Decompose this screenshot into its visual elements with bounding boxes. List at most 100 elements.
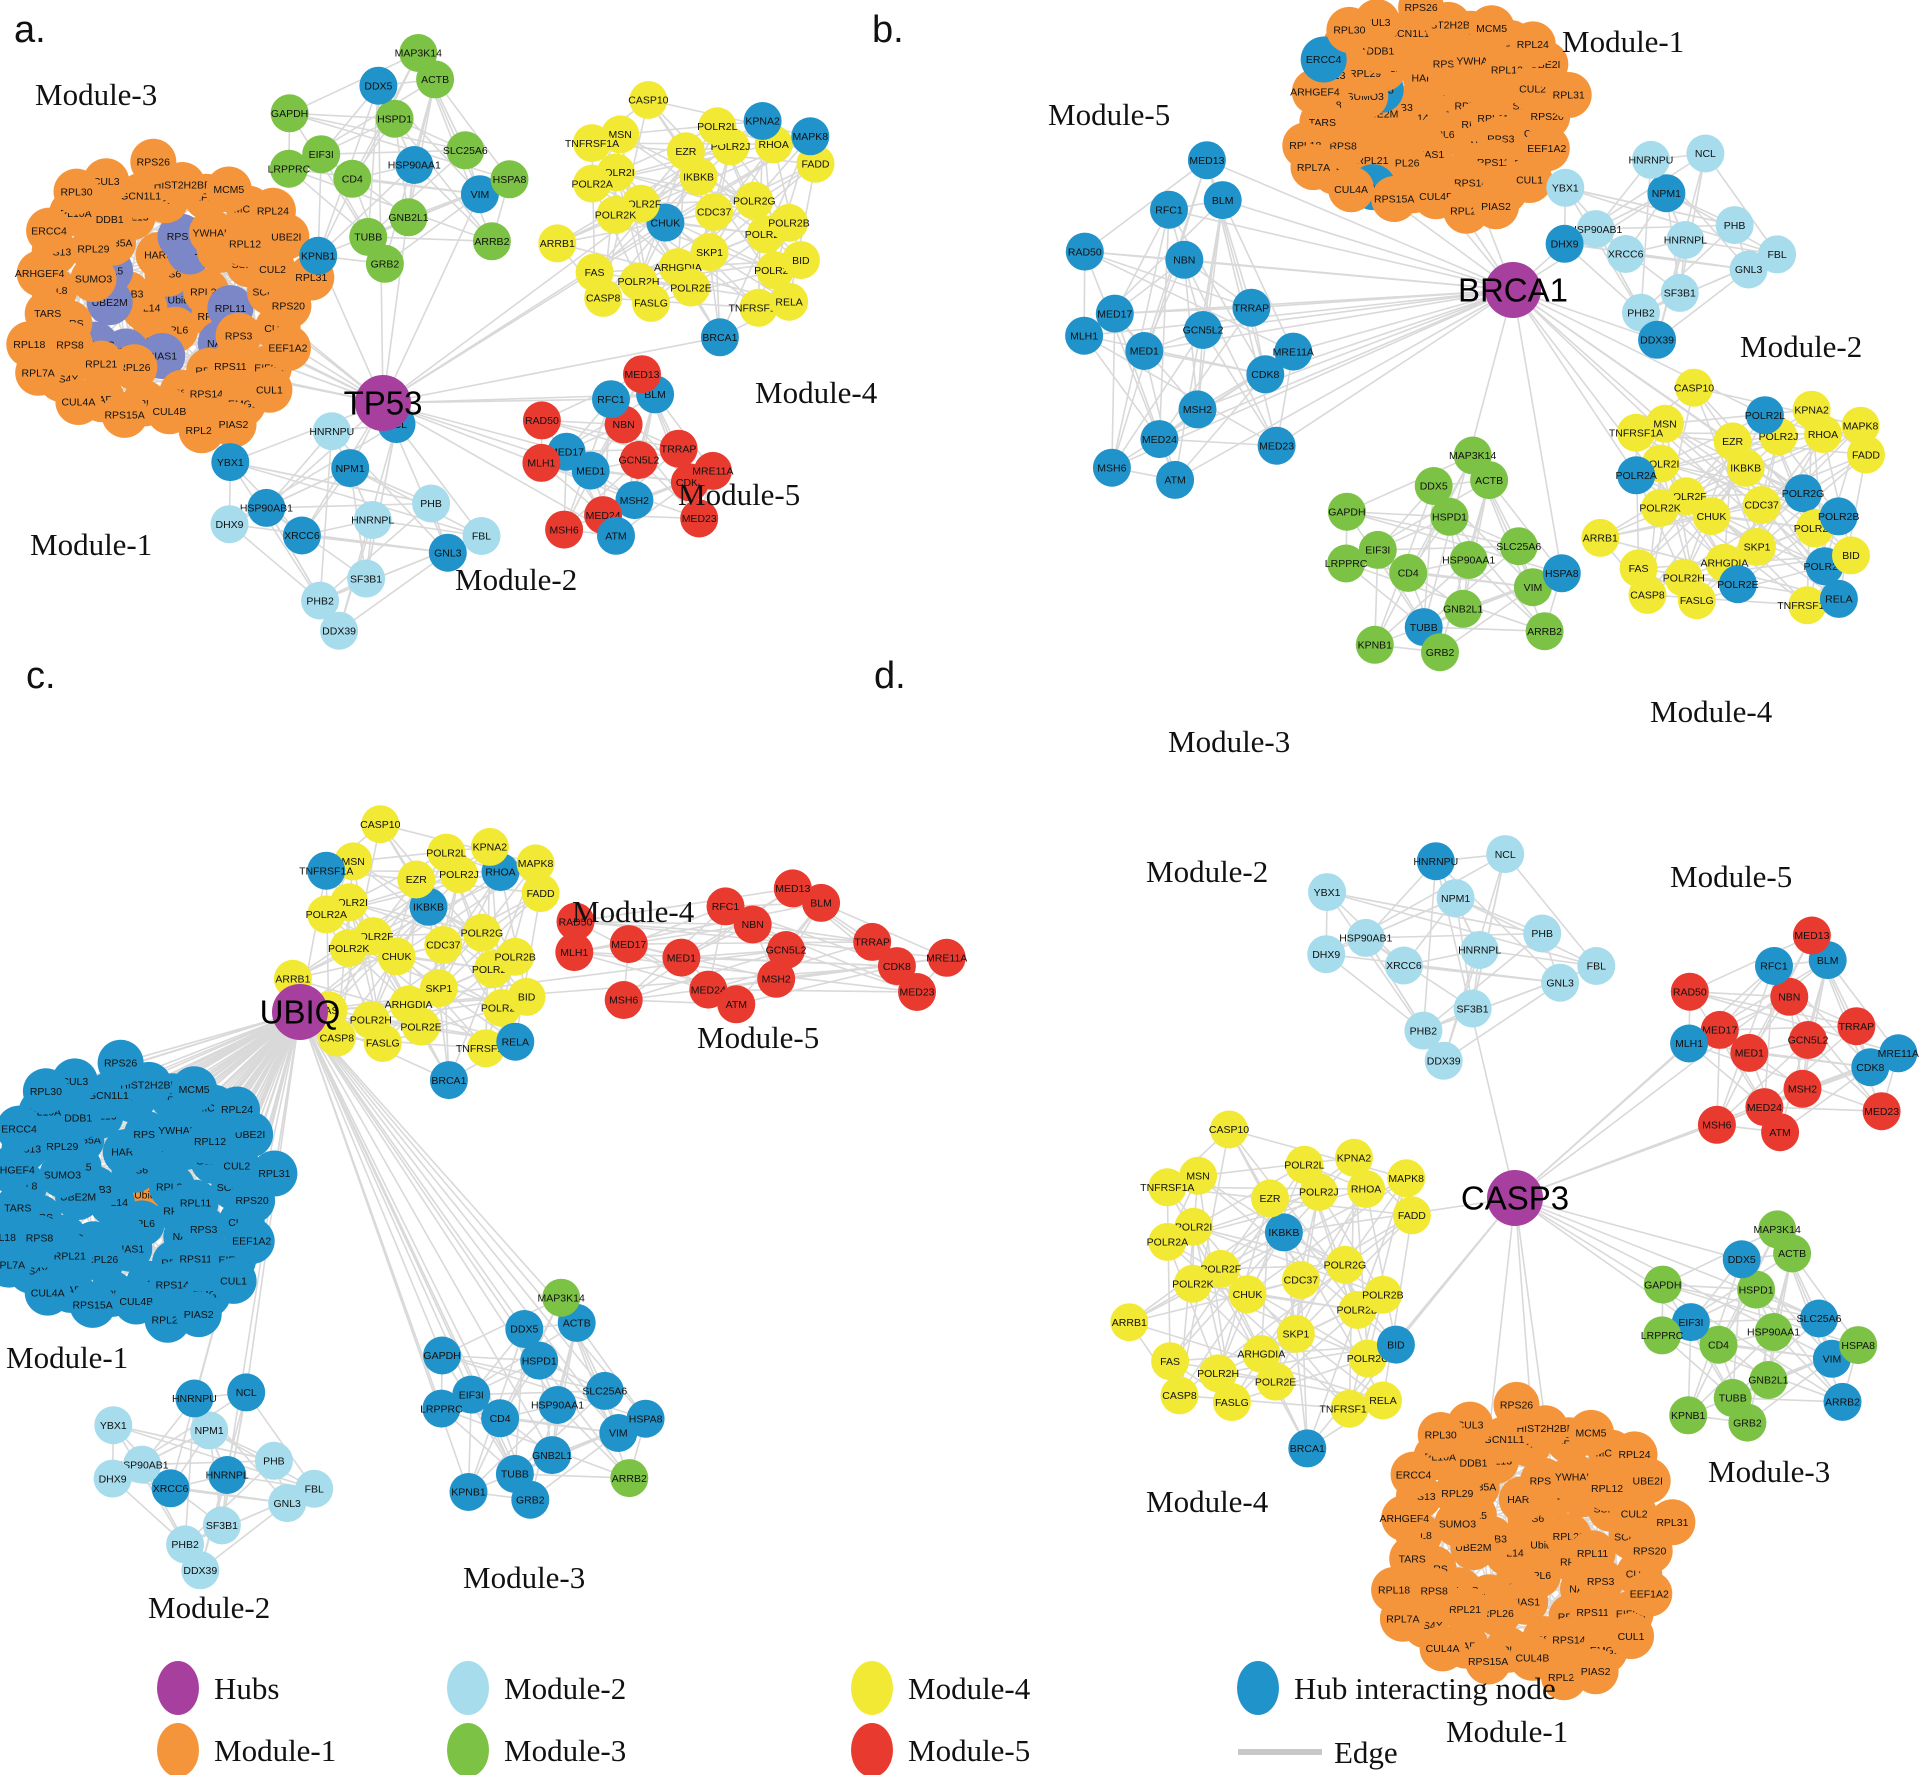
module-label: Module-3 — [463, 1560, 585, 1595]
gene-label-Ubiq: Ubiq — [167, 295, 189, 307]
gene-node-RPS26 — [130, 138, 177, 185]
gene-label-POLR2E: POLR2E — [1717, 579, 1758, 591]
gene-label-FAS: FAS — [1160, 1356, 1180, 1368]
edge — [1318, 1191, 1384, 1296]
module-label: Module-2 — [1146, 854, 1268, 889]
gene-label-NCL: NCL — [236, 1387, 257, 1399]
edge — [1664, 408, 1812, 425]
gene-label-SF3B1: SF3B1 — [1664, 288, 1696, 300]
gene-node-CUL4A — [1419, 1625, 1466, 1672]
legend-swatch-module5 — [851, 1723, 893, 1775]
gene-node-ARRB1 — [1110, 1303, 1149, 1342]
gene-label-RELA: RELA — [775, 296, 802, 308]
gene-label-MED13: MED13 — [1189, 155, 1224, 167]
module-label: Module-1 — [6, 1340, 128, 1375]
gene-label-RELA: RELA — [502, 1036, 529, 1048]
gene-node-POLR2G — [462, 913, 501, 952]
gene-label-MAP3K14: MAP3K14 — [1449, 450, 1496, 462]
gene-label-CASP8: CASP8 — [1162, 1390, 1197, 1402]
gene-node-EEF1A2 — [264, 325, 311, 371]
gene-node-PHB — [412, 484, 451, 523]
hub-edge — [1512, 289, 1840, 600]
gene-node-SLC25A6 — [585, 1371, 624, 1410]
gene-label-GNB2L1: GNB2L1 — [388, 212, 428, 224]
gene-label-RPL30: RPL30 — [60, 186, 92, 198]
edge — [1158, 307, 1253, 440]
hub-edge — [299, 1011, 473, 1395]
gene-label-UBE2I: UBE2I — [271, 231, 301, 243]
gene-label-GNB2L1: GNB2L1 — [1443, 603, 1483, 615]
gene-label-RPS14: RPS14 — [1552, 1635, 1585, 1647]
gene-label-POLR2E: POLR2E — [1255, 1376, 1296, 1388]
gene-node-ARHGEF4 — [0, 1146, 33, 1193]
gene-label-MCM5: MCM5 — [1576, 1428, 1607, 1440]
gene-label-CASP10: CASP10 — [628, 95, 668, 107]
gene-label-POLR2G: POLR2G — [1782, 488, 1825, 500]
gene-node-ARRB2 — [1823, 1382, 1862, 1421]
hub-edge — [299, 1011, 578, 1324]
gene-label-CUL4A: CUL4A — [31, 1287, 65, 1299]
gene-label-MRE11A: MRE11A — [1878, 1048, 1919, 1060]
gene-label-RFC1: RFC1 — [1760, 961, 1788, 973]
gene-node-NPM1 — [1647, 174, 1686, 213]
gene-label-FADD: FADD — [1852, 449, 1880, 461]
gene-node-RPL26 — [111, 344, 158, 391]
gene-node-CHUK — [1228, 1275, 1267, 1314]
gene-node-RPL31 — [1649, 1499, 1696, 1546]
gene-label-HSP90AA1: HSP90AA1 — [1442, 555, 1495, 567]
panel-letter-d: d. — [874, 655, 906, 697]
gene-label-RPL12: RPL12 — [1591, 1483, 1623, 1495]
gene-label-YWHAH: YWHAH — [192, 227, 231, 239]
gene-node-FADD — [1847, 435, 1885, 474]
gene-node-TRRAP — [853, 922, 892, 961]
gene-label-CASP8: CASP8 — [586, 293, 621, 305]
gene-node-HNRNPL — [1460, 931, 1499, 969]
module-label: Module-1 — [1562, 24, 1684, 59]
edge — [1761, 425, 1862, 506]
gene-label-FBL: FBL — [1587, 961, 1606, 973]
gene-label-RPL30: RPL30 — [1425, 1430, 1457, 1442]
gene-label-HSPA8: HSPA8 — [1545, 568, 1579, 580]
gene-node-CASP8 — [1160, 1376, 1199, 1415]
gene-label-MSH6: MSH6 — [550, 524, 579, 536]
gene-node-RPL7A — [0, 1241, 32, 1288]
legend-label: Hub interacting node — [1294, 1671, 1556, 1706]
module-label: Module-2 — [148, 1590, 270, 1625]
hub-edge — [1168, 208, 1514, 291]
gene-label-MLH1: MLH1 — [1675, 1038, 1703, 1050]
gene-node-RPL31 — [1545, 72, 1592, 118]
edge — [1159, 438, 1277, 447]
gene-label-KPNA2: KPNA2 — [745, 116, 780, 128]
gene-label-VIM: VIM — [471, 189, 490, 201]
gene-label-TUBB: TUBB — [1410, 622, 1438, 634]
gene-label-HNRNPU: HNRNPU — [1628, 155, 1673, 167]
gene-label-RELA: RELA — [1369, 1395, 1396, 1407]
gene-label-CUL3: CUL3 — [61, 1076, 88, 1088]
legend-swatch-interacting — [1237, 1661, 1279, 1715]
gene-node-POLR2E — [672, 268, 710, 307]
gene-label-TRRAP: TRRAP — [1839, 1021, 1875, 1033]
gene-label-FAS: FAS — [1629, 563, 1649, 575]
edge — [1565, 187, 1778, 256]
gene-label-RAD50: RAD50 — [525, 415, 559, 427]
gene-node-XRCC6 — [282, 516, 321, 555]
gene-node-ATM — [717, 985, 756, 1024]
edge — [1422, 932, 1543, 1032]
gene-label-PHB2: PHB2 — [1627, 307, 1655, 319]
gene-label-BRCA1: BRCA1 — [702, 332, 737, 344]
gene-node-RPL30 — [53, 168, 100, 215]
panel-letter-c: c. — [26, 655, 56, 697]
edge — [368, 236, 492, 243]
gene-node-MAP3K14 — [1758, 1210, 1797, 1249]
gene-label-SKP1: SKP1 — [1744, 542, 1771, 554]
edge — [1716, 1039, 1809, 1126]
gene-label-LRPPRC: LRPPRC — [1325, 558, 1368, 570]
gene-node-BID — [1832, 536, 1870, 575]
gene-node-NBN — [733, 905, 772, 944]
gene-node-HSPD1 — [1737, 1270, 1776, 1309]
gene-label-GCN5L2: GCN5L2 — [618, 455, 659, 467]
hub-edge — [1512, 289, 1637, 476]
gene-node-MAP3K14 — [1453, 436, 1492, 475]
panel-d-nodes: HNRNPL XRCC6 NPM1 SF3B1 HSP90AB1 PHB PHB2 HNRNP… — [1110, 835, 1919, 1701]
